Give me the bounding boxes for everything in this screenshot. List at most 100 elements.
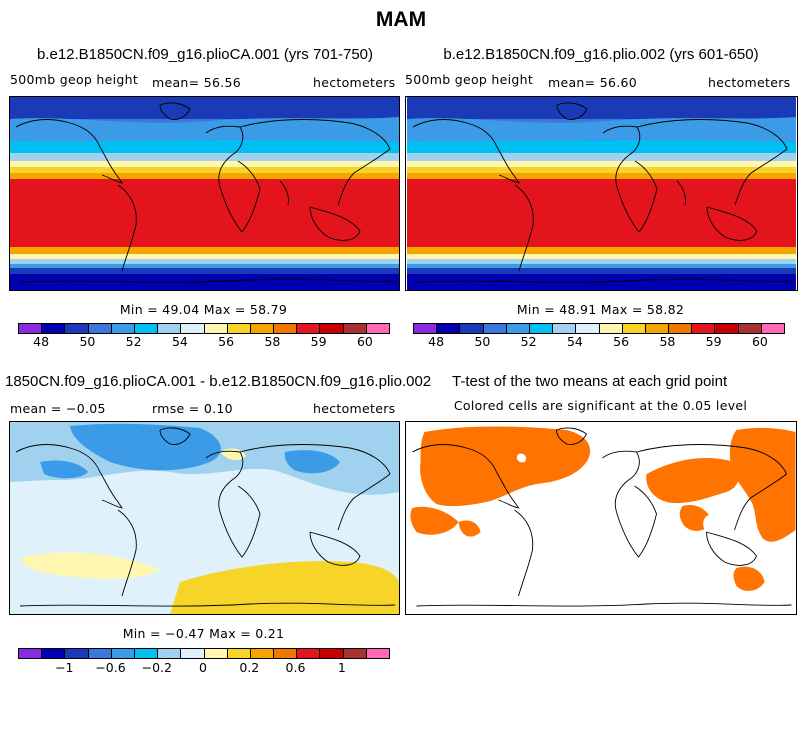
panel1-map <box>9 96 400 291</box>
panel3-colorbar <box>18 648 390 659</box>
colorbar-tick: 1 <box>337 660 346 675</box>
colorbar-swatch <box>42 649 66 658</box>
colorbar-tick: 60 <box>356 334 373 349</box>
colorbar-swatch <box>669 324 693 333</box>
panel2-min-max: Min = 48.91 Max = 58.82 <box>516 302 685 317</box>
colorbar-swatch <box>204 649 228 658</box>
panel1-colorbar <box>18 323 390 334</box>
panel4-significance-map <box>406 422 796 614</box>
colorbar-swatch <box>42 324 66 333</box>
panel3-units-label: hectometers <box>313 401 396 416</box>
panel2-variable-label: 500mb geop height <box>405 72 534 87</box>
colorbar-swatch <box>88 324 112 333</box>
colorbar-swatch <box>320 324 344 333</box>
colorbar-swatch <box>181 324 205 333</box>
colorbar-swatch <box>553 324 577 333</box>
panel2-units-label: hectometers <box>708 75 791 90</box>
colorbar-tick: 58 <box>264 334 281 349</box>
panel2-colorbar <box>413 323 785 334</box>
colorbar-swatch <box>506 324 530 333</box>
colorbar-tick: 0 <box>199 660 207 675</box>
colorbar-swatch <box>65 649 89 658</box>
colorbar-swatch <box>297 324 321 333</box>
colorbar-tick: 59 <box>705 334 722 349</box>
colorbar-tick: −0.6 <box>95 660 126 675</box>
panel1-variable-label: 500mb geop height <box>10 72 139 87</box>
panel2-mean-label: mean= 56.60 <box>548 75 637 90</box>
panel1-min-max: Min = 49.04 Max = 58.79 <box>119 302 288 317</box>
panel1-title: b.e12.B1850CN.f09_g16.plioCA.001 (yrs 70… <box>36 46 374 63</box>
panel3-mean-label: mean = −0.05 <box>10 401 106 416</box>
colorbar-tick: 59 <box>310 334 327 349</box>
colorbar-swatch <box>366 649 389 658</box>
panel1-units-label: hectometers <box>313 75 396 90</box>
panel3-title: 1850CN.f09_g16.plioCA.001 - b.e12.B1850C… <box>5 373 432 390</box>
colorbar-swatch <box>297 649 321 658</box>
colorbar-tick: 50 <box>474 334 491 349</box>
panel3-map <box>9 421 400 615</box>
colorbar-tick: 52 <box>520 334 537 349</box>
colorbar-swatch <box>320 649 344 658</box>
colorbar-swatch <box>65 324 89 333</box>
colorbar-swatch <box>274 324 298 333</box>
colorbar-swatch <box>181 649 205 658</box>
colorbar-swatch <box>134 649 159 658</box>
colorbar-swatch <box>738 324 762 333</box>
colorbar-tick: 48 <box>33 334 50 349</box>
colorbar-swatch <box>460 324 484 333</box>
panel3-colorbar-ticks: −1 −0.6 −0.2 0 0.2 0.6 1 <box>18 660 388 676</box>
colorbar-swatch <box>761 324 784 333</box>
colorbar-swatch <box>19 649 43 658</box>
colorbar-swatch <box>250 324 275 333</box>
panel4-title: T-test of the two means at each grid poi… <box>452 373 728 390</box>
panel2-colorbar-ticks: 48 50 52 54 56 58 59 60 <box>413 334 783 350</box>
colorbar-swatch <box>576 324 600 333</box>
colorbar-swatch <box>343 649 367 658</box>
colorbar-swatch <box>204 324 228 333</box>
colorbar-tick: 0.6 <box>285 660 306 675</box>
panel1-map-field <box>10 97 399 290</box>
colorbar-swatch <box>692 324 716 333</box>
colorbar-swatch <box>414 324 438 333</box>
panel2-map <box>405 96 798 291</box>
colorbar-tick: −1 <box>55 660 74 675</box>
colorbar-swatch <box>88 649 112 658</box>
colorbar-tick: 50 <box>79 334 96 349</box>
colorbar-swatch <box>158 324 182 333</box>
colorbar-swatch <box>715 324 739 333</box>
colorbar-swatch <box>158 649 182 658</box>
colorbar-tick: 0.2 <box>239 660 260 675</box>
colorbar-swatch <box>437 324 461 333</box>
panel1-colorbar-ticks: 48 50 52 54 56 58 59 60 <box>18 334 388 350</box>
figure-title: MAM <box>375 8 427 31</box>
colorbar-swatch <box>227 649 251 658</box>
colorbar-tick: 54 <box>566 334 583 349</box>
colorbar-swatch <box>19 324 43 333</box>
colorbar-swatch <box>366 324 389 333</box>
panel3-map-field <box>10 422 399 614</box>
colorbar-tick: −0.2 <box>141 660 172 675</box>
colorbar-tick: 60 <box>751 334 768 349</box>
panel3-min-max: Min = −0.47 Max = 0.21 <box>122 626 285 641</box>
colorbar-swatch <box>274 649 298 658</box>
colorbar-swatch <box>529 324 554 333</box>
colorbar-tick: 56 <box>218 334 235 349</box>
panel2-title: b.e12.B1850CN.f09_g16.plio.002 (yrs 601-… <box>443 46 759 63</box>
colorbar-tick: 56 <box>613 334 630 349</box>
colorbar-tick: 54 <box>171 334 188 349</box>
colorbar-tick: 52 <box>125 334 142 349</box>
panel1-mean-label: mean= 56.56 <box>152 75 241 90</box>
panel3-rmse-label: rmse = 0.10 <box>152 401 233 416</box>
panel2-map-field <box>407 97 796 290</box>
panel4-subtitle: Colored cells are significant at the 0.0… <box>453 398 748 413</box>
colorbar-swatch <box>645 324 670 333</box>
colorbar-swatch <box>134 324 159 333</box>
colorbar-swatch <box>111 324 135 333</box>
colorbar-tick: 58 <box>659 334 676 349</box>
colorbar-swatch <box>343 324 367 333</box>
colorbar-tick: 48 <box>428 334 445 349</box>
panel4-map <box>405 421 797 615</box>
colorbar-swatch <box>622 324 646 333</box>
colorbar-swatch <box>227 324 251 333</box>
colorbar-swatch <box>111 649 135 658</box>
